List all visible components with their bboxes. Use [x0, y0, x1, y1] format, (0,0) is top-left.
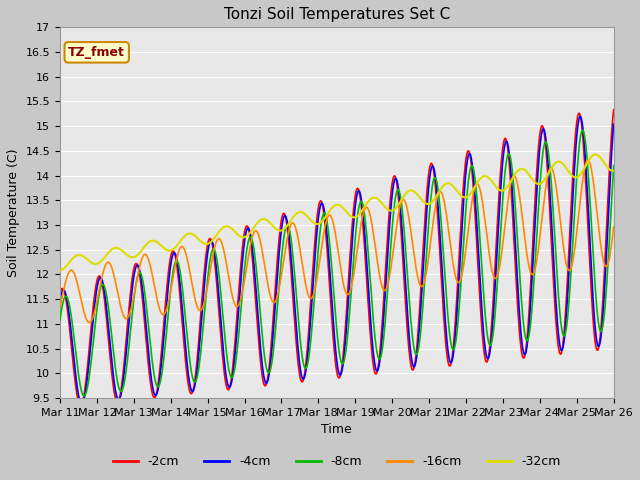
Line: -8cm: -8cm	[60, 130, 614, 396]
-32cm	[591, 152, 599, 157]
-4cm	[179, 306, 186, 312]
-4cm	[438, 256, 445, 262]
-32cm	[437, 186, 445, 192]
-32cm	[56, 267, 64, 273]
-8cm	[438, 223, 445, 228]
-8cm	[202, 291, 210, 297]
-32cm	[610, 168, 618, 173]
-2cm	[179, 320, 186, 326]
-8cm	[80, 393, 88, 399]
-32cm	[559, 161, 567, 167]
-32cm	[328, 204, 336, 210]
-16cm	[329, 219, 337, 225]
-8cm	[610, 163, 618, 168]
-16cm	[584, 157, 591, 163]
-2cm	[560, 334, 568, 340]
-2cm	[202, 252, 210, 257]
-32cm	[382, 205, 390, 211]
Line: -2cm: -2cm	[60, 110, 614, 406]
-4cm	[56, 297, 64, 303]
-2cm	[610, 107, 618, 113]
Line: -4cm: -4cm	[60, 117, 614, 404]
-8cm	[329, 280, 337, 286]
Line: -16cm: -16cm	[60, 160, 614, 323]
-4cm	[77, 401, 85, 407]
-16cm	[202, 291, 210, 297]
-4cm	[576, 114, 584, 120]
-32cm	[202, 241, 209, 247]
-2cm	[77, 403, 84, 408]
-16cm	[179, 244, 186, 250]
-16cm	[438, 190, 445, 195]
Text: TZ_fmet: TZ_fmet	[68, 46, 125, 59]
Y-axis label: Soil Temperature (C): Soil Temperature (C)	[7, 148, 20, 277]
-8cm	[56, 317, 64, 323]
-8cm	[179, 284, 186, 290]
-2cm	[438, 276, 445, 282]
-4cm	[383, 265, 390, 271]
-2cm	[329, 332, 337, 338]
-4cm	[329, 315, 337, 321]
Title: Tonzi Soil Temperatures Set C: Tonzi Soil Temperatures Set C	[224, 7, 450, 22]
-16cm	[56, 304, 64, 310]
-8cm	[383, 299, 390, 304]
-2cm	[56, 290, 64, 296]
-4cm	[560, 341, 568, 347]
-16cm	[383, 285, 390, 290]
-4cm	[610, 121, 618, 127]
-2cm	[383, 246, 390, 252]
-16cm	[560, 246, 568, 252]
Legend: -2cm, -4cm, -8cm, -16cm, -32cm: -2cm, -4cm, -8cm, -16cm, -32cm	[108, 450, 566, 473]
-4cm	[202, 264, 210, 269]
-32cm	[178, 237, 186, 242]
-8cm	[560, 333, 568, 339]
-16cm	[610, 224, 618, 229]
Line: -32cm: -32cm	[60, 155, 614, 270]
-16cm	[85, 320, 93, 325]
-8cm	[579, 127, 587, 133]
X-axis label: Time: Time	[321, 423, 352, 436]
